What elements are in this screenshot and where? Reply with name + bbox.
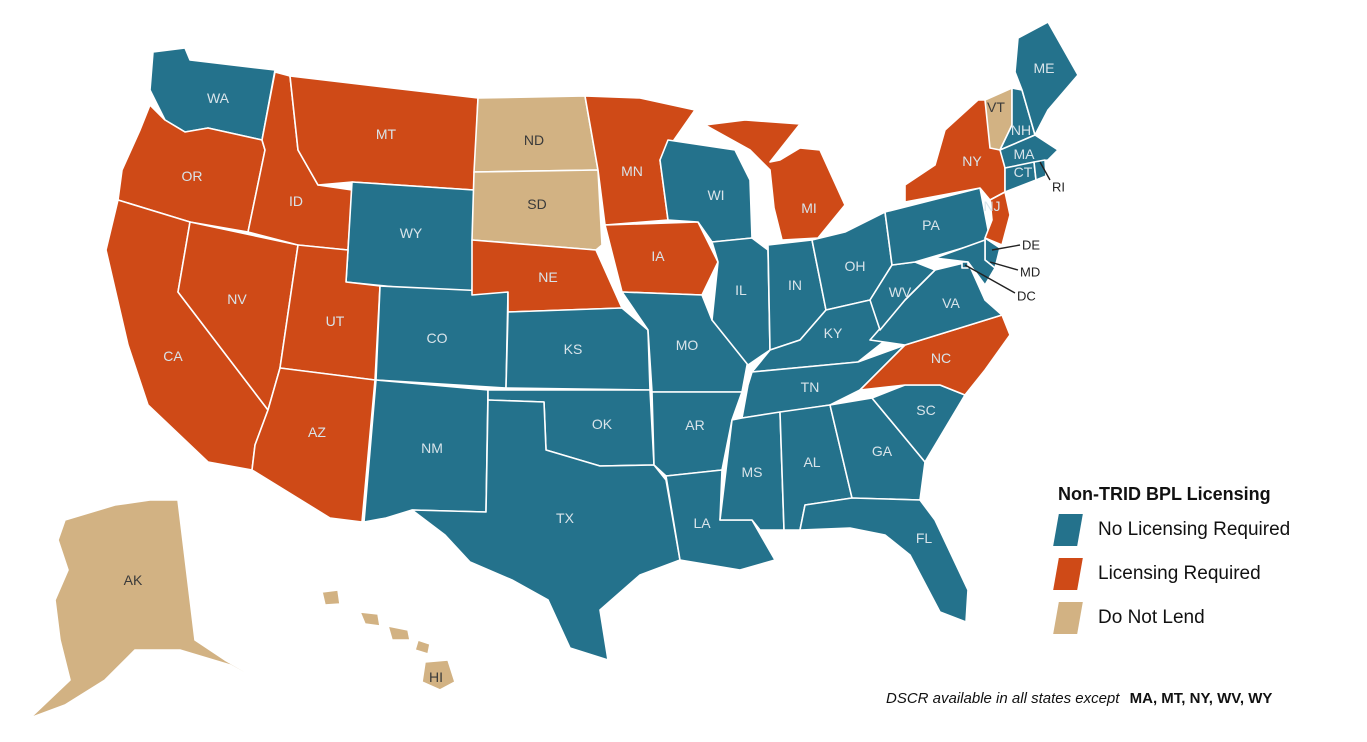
label-fl: FL	[916, 530, 933, 546]
label-dc: DC	[1017, 289, 1036, 304]
label-oh: OH	[845, 258, 866, 274]
state-ak[interactable]	[29, 499, 276, 719]
label-wi: WI	[707, 187, 724, 203]
label-ca: CA	[163, 348, 183, 364]
label-wv: WV	[889, 284, 912, 300]
state-ri[interactable]	[1033, 159, 1047, 181]
legend-item-do-not-lend: Do Not Lend	[1052, 596, 1342, 640]
legend-title: Non-TRID BPL Licensing	[1058, 484, 1271, 504]
label-id: ID	[289, 193, 303, 209]
label-in: IN	[788, 277, 802, 293]
label-mt: MT	[376, 126, 397, 142]
label-ky: KY	[824, 325, 843, 341]
legend-label-no-licensing: No Licensing Required	[1098, 519, 1291, 540]
label-mi: MI	[801, 200, 817, 216]
label-ny: NY	[962, 153, 982, 169]
label-ga: GA	[872, 443, 893, 459]
label-ut: UT	[326, 313, 345, 329]
label-sc: SC	[916, 402, 935, 418]
legend-label-licensing: Licensing Required	[1098, 563, 1261, 584]
state-nj[interactable]	[984, 191, 1011, 246]
state-mo[interactable]	[621, 291, 749, 393]
de-leader	[991, 244, 1021, 251]
label-ct: CT	[1014, 164, 1033, 180]
label-vt: VT	[987, 99, 1005, 115]
footnote-states: MA, MT, NY, WV, WY	[1129, 690, 1273, 707]
label-ak: AK	[124, 572, 143, 588]
label-ok: OK	[592, 416, 613, 432]
label-al: AL	[803, 454, 820, 470]
label-az: AZ	[308, 424, 326, 440]
label-de: DE	[1022, 238, 1040, 253]
state-labels: WA OR CA ID NV MT WY UT AZ CO NM ND SD N…	[124, 60, 1065, 685]
state-fl[interactable]	[799, 497, 969, 623]
state-mi[interactable]	[704, 119, 846, 241]
label-la: LA	[693, 515, 711, 531]
state-ks[interactable]	[505, 307, 651, 391]
legend: Non-TRID BPL Licensing No Licensing Requ…	[1052, 480, 1342, 640]
label-wa: WA	[207, 90, 230, 106]
state-tx[interactable]	[411, 399, 681, 661]
label-nv: NV	[227, 291, 247, 307]
label-nc: NC	[931, 350, 951, 366]
label-co: CO	[427, 330, 448, 346]
label-nj: NJ	[983, 198, 1000, 214]
label-nm: NM	[421, 440, 443, 456]
footnote-text: DSCR available in all states except	[886, 690, 1120, 707]
ri-leader	[1039, 161, 1051, 181]
label-ms: MS	[742, 464, 763, 480]
label-il: IL	[735, 282, 747, 298]
md-leader	[989, 261, 1019, 271]
label-hi: HI	[429, 669, 443, 685]
label-wy: WY	[400, 225, 423, 241]
label-me: ME	[1034, 60, 1055, 76]
legend-swatch-do-not-lend	[1053, 602, 1083, 634]
label-ia: IA	[651, 248, 665, 264]
dc-leader	[964, 264, 1016, 294]
state-me[interactable]	[1014, 21, 1079, 136]
legend-item-no-licensing: No Licensing Required	[1052, 508, 1342, 552]
label-ks: KS	[564, 341, 583, 357]
legend-item-licensing: Licensing Required	[1052, 552, 1342, 596]
label-nd: ND	[524, 132, 544, 148]
label-tx: TX	[556, 510, 575, 526]
label-mn: MN	[621, 163, 643, 179]
state-sd[interactable]	[471, 169, 603, 251]
label-pa: PA	[922, 217, 940, 233]
label-tn: TN	[801, 379, 820, 395]
state-tn[interactable]	[741, 344, 906, 419]
state-ia[interactable]	[604, 221, 719, 296]
legend-label-do-not-lend: Do Not Lend	[1098, 607, 1205, 628]
label-ma: MA	[1014, 146, 1036, 162]
label-ne: NE	[538, 269, 557, 285]
state-il[interactable]	[711, 237, 771, 366]
state-az[interactable]	[251, 367, 376, 523]
label-mo: MO	[676, 337, 699, 353]
footnote: DSCR available in all states except MA, …	[886, 690, 1272, 707]
state-ga[interactable]	[829, 397, 926, 501]
legend-swatch-licensing	[1053, 558, 1083, 590]
state-hi[interactable]	[321, 589, 456, 691]
label-md: MD	[1020, 265, 1040, 280]
label-va: VA	[942, 295, 960, 311]
label-or: OR	[182, 168, 203, 184]
label-ar: AR	[685, 417, 704, 433]
label-nh: NH	[1011, 122, 1031, 138]
legend-swatch-no-licensing	[1053, 514, 1083, 546]
label-ri: RI	[1052, 180, 1065, 195]
label-sd: SD	[527, 196, 546, 212]
